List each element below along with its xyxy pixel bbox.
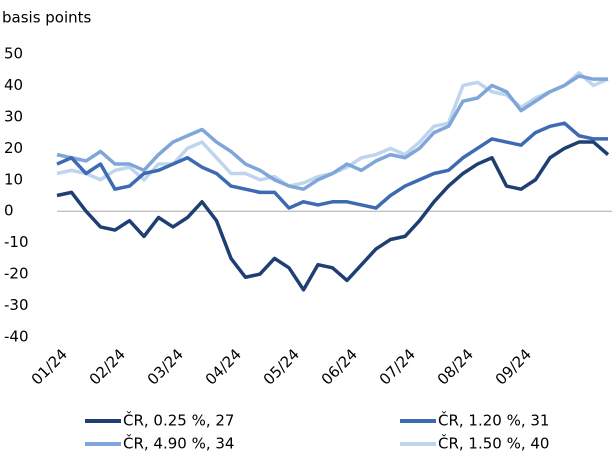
x-tick-label: 04/24 [202, 345, 245, 388]
y-tick-label: 0 [4, 202, 14, 220]
x-tick-label: 08/24 [434, 345, 477, 388]
y-tick-label: 20 [4, 139, 23, 157]
line [56, 140, 610, 292]
legend-label: ČR, 4.90 %, 34 [123, 434, 234, 453]
legend-label: ČR, 0.25 %, 27 [123, 411, 234, 430]
x-tick-label: 07/24 [376, 345, 419, 388]
x-tick-label: 05/24 [260, 345, 303, 388]
y-tick-label: -20 [4, 265, 29, 283]
x-tick-label: 01/24 [28, 345, 71, 388]
y-tick-label: 40 [4, 76, 23, 94]
y-tick-label: 50 [4, 45, 23, 63]
line [56, 74, 608, 191]
y-tick-label: 30 [4, 107, 23, 125]
y-tick-label: -40 [4, 328, 29, 346]
y-axis-label: basis points [2, 9, 92, 27]
legend-label: ČR, 1.50 %, 40 [438, 434, 549, 453]
x-tick-label: 09/24 [492, 345, 535, 388]
line [56, 121, 608, 210]
y-tick-label: -10 [4, 233, 29, 251]
legend-label: ČR, 1.20 %, 31 [438, 411, 549, 430]
x-tick-label: 03/24 [144, 345, 187, 388]
x-tick-label: 02/24 [86, 345, 129, 388]
x-tick-label: 06/24 [318, 345, 361, 388]
y-tick-label: -30 [4, 296, 29, 314]
y-tick-label: 10 [4, 170, 23, 188]
